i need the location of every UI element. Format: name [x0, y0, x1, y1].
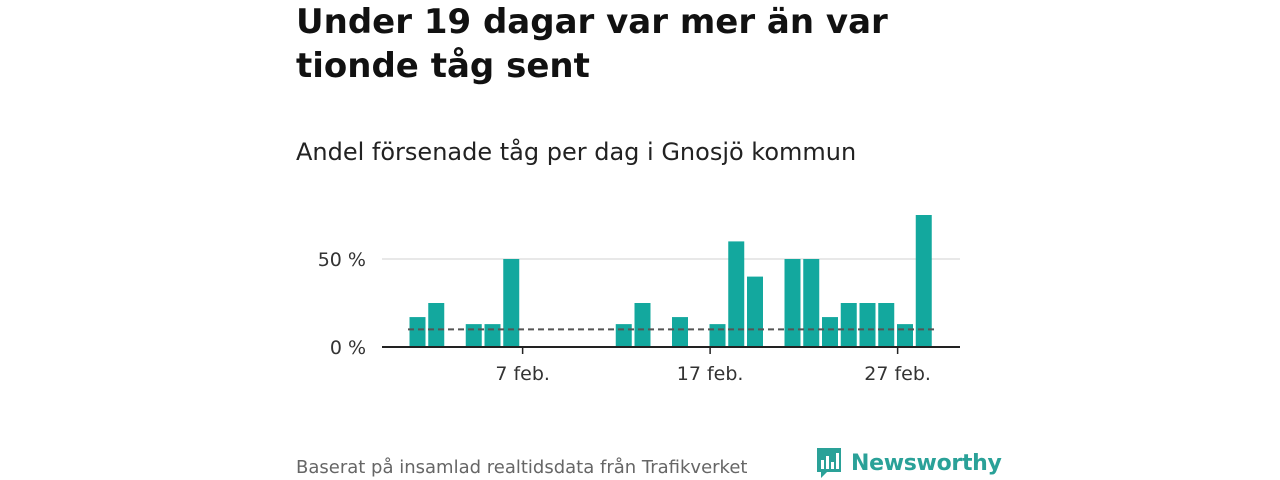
bar — [840, 303, 857, 347]
chart-title: Under 19 dagar var mer än var tionde tåg… — [296, 2, 888, 86]
x-tick-label: 17 feb. — [677, 363, 744, 385]
x-tick-label: 27 feb. — [864, 363, 931, 385]
source-note: Baserat på insamlad realtidsdata från Tr… — [296, 457, 748, 478]
bar — [428, 303, 445, 347]
bar — [747, 276, 763, 347]
bar — [615, 324, 632, 347]
bar — [803, 259, 820, 347]
bar — [503, 259, 520, 347]
bar — [784, 259, 801, 347]
bar — [859, 303, 876, 347]
bar — [409, 317, 426, 347]
y-tick-label: 50 % — [318, 249, 366, 271]
bar — [484, 324, 501, 347]
bar — [709, 324, 726, 347]
bar — [465, 324, 482, 347]
bar — [915, 215, 932, 347]
bar — [634, 303, 651, 347]
bar — [878, 303, 895, 347]
bar-chart: 0 % 50 % 7 feb. 17 feb. 27 feb. — [318, 215, 960, 385]
y-tick-label: 0 % — [330, 337, 366, 359]
newsworthy-logo-icon — [817, 448, 841, 478]
x-tick-label: 7 feb. — [495, 363, 550, 385]
brand-name: Newsworthy — [851, 450, 1002, 476]
bar — [728, 241, 745, 347]
bar — [672, 317, 688, 347]
bar — [822, 317, 838, 347]
bar — [897, 324, 913, 347]
chart-subtitle: Andel försenade tåg per dag i Gnosjö kom… — [296, 138, 857, 166]
brand-logo[interactable]: Newsworthy — [815, 446, 1002, 480]
